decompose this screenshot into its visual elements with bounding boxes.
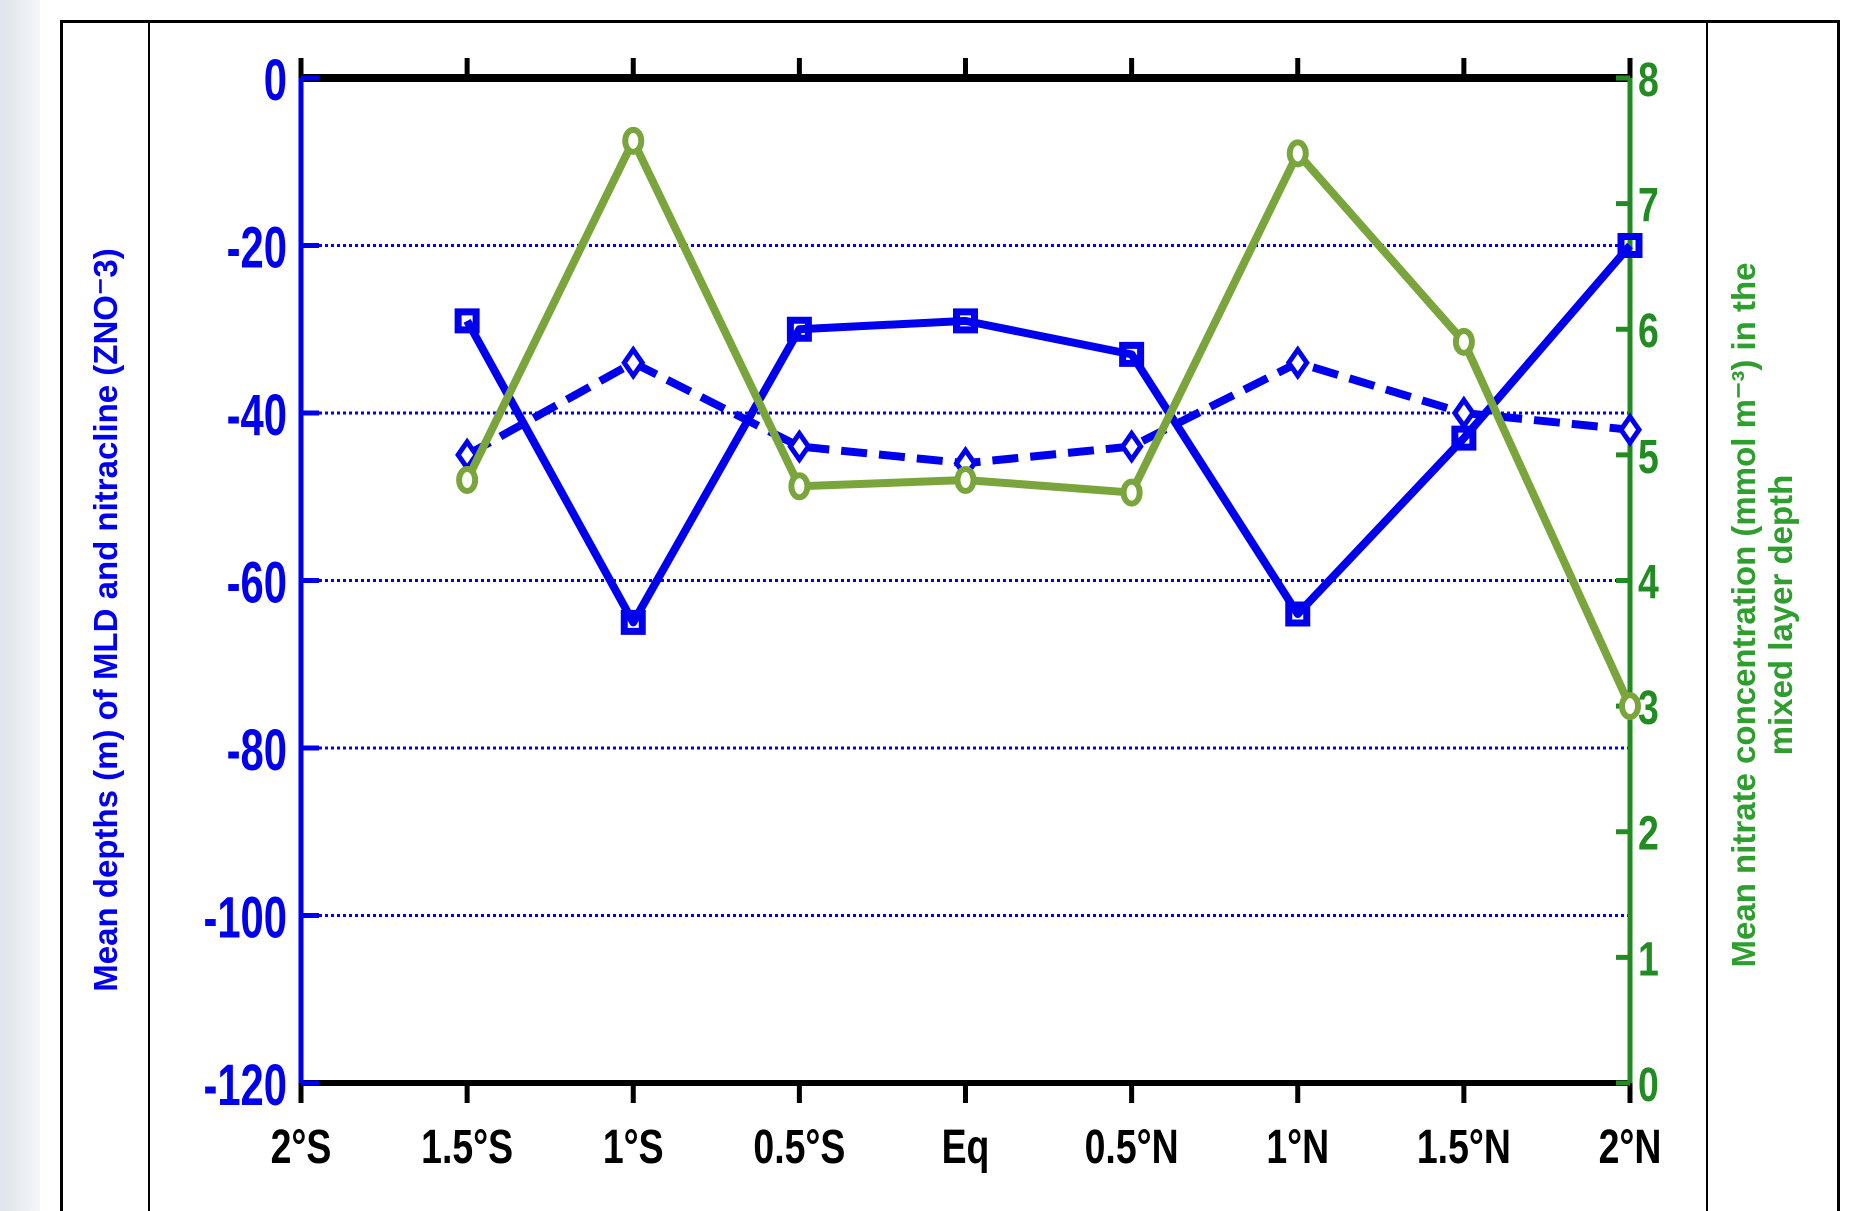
diamond-marker [1617, 412, 1643, 448]
y-right-tick-label: 5 [1638, 431, 1659, 485]
square-marker [620, 609, 646, 635]
series-line-3 [463, 136, 1634, 708]
x-tick-label: 0.5°S [753, 1121, 845, 1175]
x-tick-label: 2°N [1599, 1121, 1662, 1175]
circle-marker [456, 466, 479, 494]
y-right-tick-label: 8 [1638, 54, 1659, 108]
circle-marker [954, 466, 977, 494]
y-left-tick-label: -60 [227, 550, 287, 615]
square-marker [1119, 341, 1145, 367]
y-left-tick-label: -80 [227, 717, 287, 782]
y-left-axis-label: Mean depths (m) of MLD and nitracline (Z… [87, 248, 124, 991]
x-tick-label: 1.5°S [421, 1121, 513, 1175]
diamond-marker [621, 345, 646, 381]
y-right-tick-label: 6 [1638, 305, 1659, 359]
tick-labels: 2°S 1.5°S 1°S 0.5°S Eq 0.5°N 1°N 1.5°N 2°N 0 -20 -4… [203, 47, 1661, 1174]
right-label-divider [1706, 20, 1708, 1211]
diamond-marker [1285, 345, 1310, 381]
gridlines [319, 244, 1630, 917]
y-left-tick-label: -100 [203, 885, 287, 950]
circle-marker [1619, 692, 1641, 721]
y-right-tick-label: 7 [1638, 179, 1659, 233]
figure-frame [60, 20, 1840, 1211]
square-marker [1285, 601, 1311, 627]
y-right-tick-label: 2 [1638, 807, 1659, 861]
x-tick-label: 1.5°N [1417, 1121, 1511, 1175]
circle-marker [788, 472, 811, 501]
x-tick-label: 1°S [603, 1121, 664, 1175]
y-right-tick-label: 4 [1638, 556, 1659, 610]
circle-marker [1120, 478, 1143, 507]
x-tick-label: Eq [942, 1121, 990, 1175]
series-line-1 [463, 242, 1634, 627]
y-right-tick-label: 0 [1638, 1059, 1659, 1113]
y-left-tick-label: -20 [227, 215, 287, 280]
circle-marker [1286, 139, 1309, 168]
y-right-axis-label-line2: mixed layer depth [1762, 475, 1799, 756]
diamond-marker [787, 429, 812, 464]
square-marker [1617, 233, 1643, 258]
diamond-marker [1451, 395, 1476, 431]
circle-marker [622, 126, 645, 155]
x-tick-label: 2°S [271, 1121, 332, 1175]
square-marker [454, 308, 480, 334]
series-line-2 [465, 358, 1631, 468]
y-right-tick-label: 1 [1638, 933, 1659, 987]
x-tick-label: 0.5°N [1085, 1121, 1179, 1175]
y-left-tick-label: -120 [203, 1052, 287, 1117]
series [454, 126, 1643, 721]
left-margin-shade [0, 0, 40, 1211]
y-right-axis-label-line1: Mean nitrate concentration (mmol m⁻³) in… [1725, 263, 1762, 968]
x-tick-label: 1°N [1266, 1121, 1329, 1175]
y-left-tick-label: -40 [227, 382, 287, 447]
circle-marker [1452, 327, 1475, 356]
y-left-tick-label: 0 [264, 47, 287, 112]
square-marker [953, 308, 978, 334]
square-marker [786, 316, 812, 342]
diamond-marker [1119, 429, 1144, 464]
left-label-divider [148, 20, 150, 1211]
y-right-tick-label: 3 [1638, 682, 1659, 736]
